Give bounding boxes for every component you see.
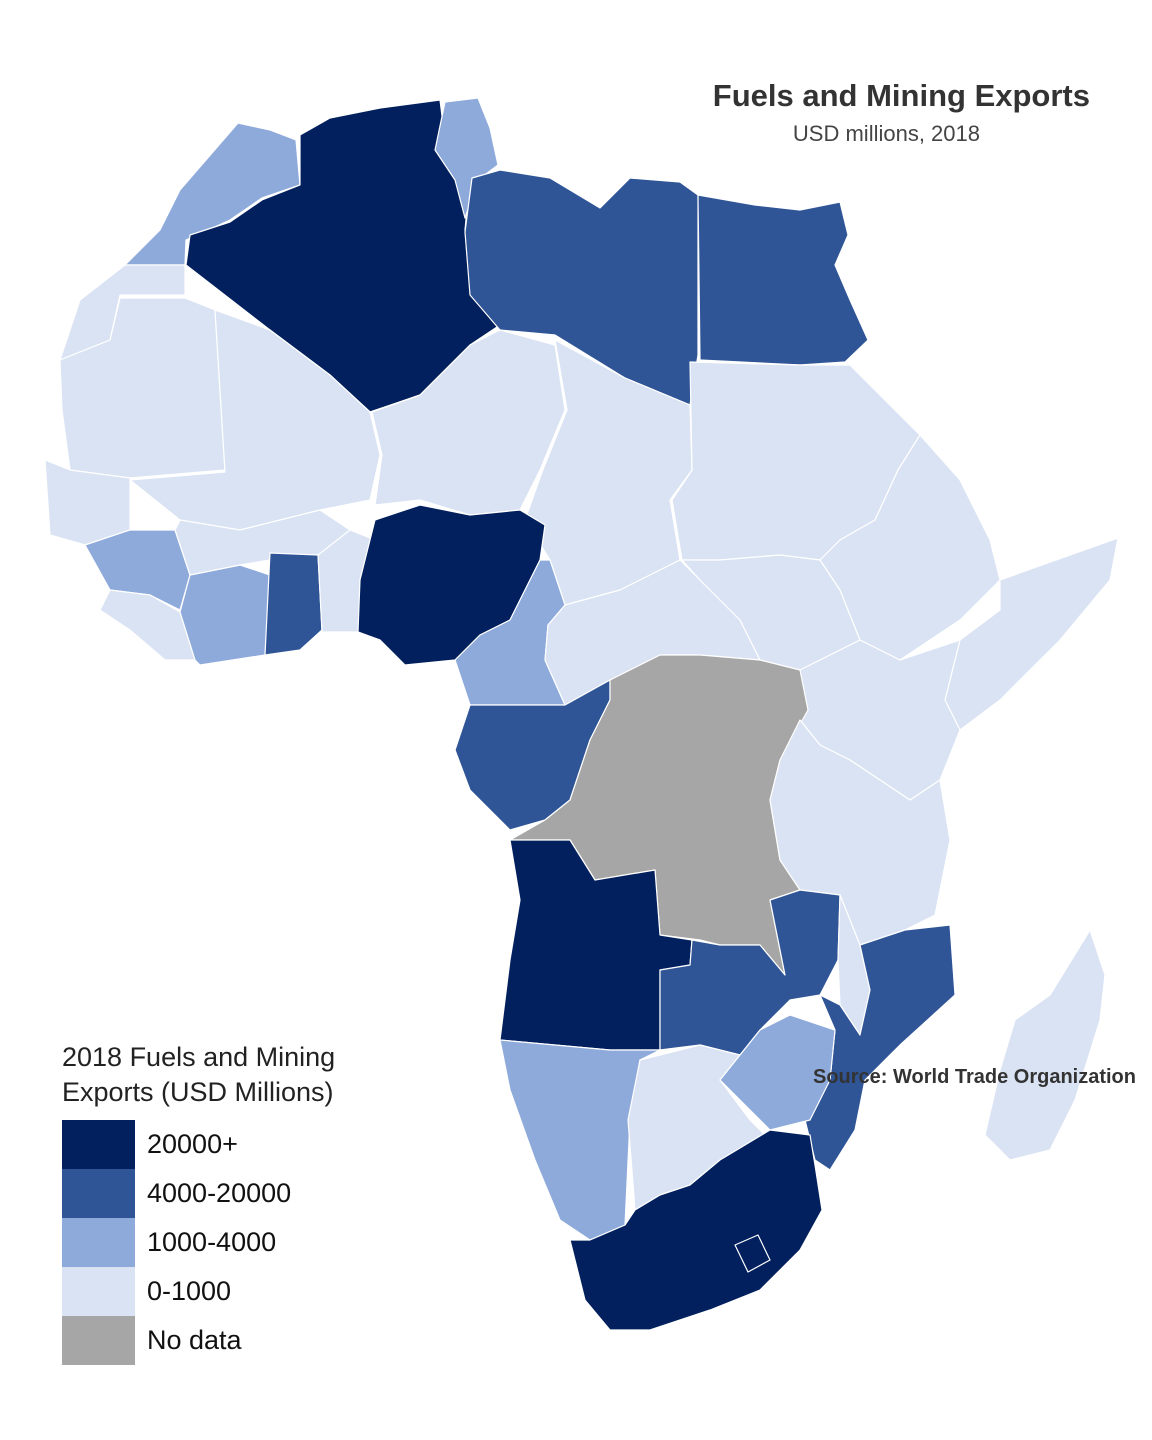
legend: 2018 Fuels and Mining Exports (USD Milli…: [62, 1040, 422, 1366]
region-south-africa: [569, 1129, 823, 1331]
region-somalia-djibouti: [944, 537, 1119, 731]
region-sierra-leone-liberia: [99, 589, 196, 661]
legend-swatch: [62, 1267, 135, 1317]
map-title: Fuels and Mining Exports: [712, 78, 1090, 113]
map-subtitle: USD millions, 2018: [792, 121, 980, 146]
legend-swatch: [62, 1169, 135, 1219]
region-mozambique: [804, 924, 956, 1171]
legend-item: 0-1000: [62, 1267, 422, 1317]
legend-swatch: [62, 1120, 135, 1170]
source-note: Source: World Trade Organization: [812, 1066, 1136, 1088]
legend-item: 20000+: [62, 1120, 422, 1170]
legend-label: 0-1000: [147, 1276, 232, 1307]
region-mali: [129, 309, 381, 531]
region-egypt: [697, 194, 869, 366]
legend-swatch: [62, 1218, 135, 1268]
region-zimbabwe: [719, 1014, 836, 1131]
legend-item: No data: [62, 1316, 422, 1366]
legend-title: 2018 Fuels and Mining Exports (USD Milli…: [62, 1042, 336, 1108]
legend-label: 1000-4000: [147, 1227, 277, 1258]
legend-label: 20000+: [147, 1129, 238, 1160]
legend-item: 4000-20000: [62, 1169, 422, 1219]
region-madagascar: [984, 929, 1106, 1161]
legend-label: 4000-20000: [147, 1178, 292, 1209]
region-libya: [464, 169, 699, 406]
region-cote-d-ivoire: [179, 564, 271, 666]
region-ghana: [264, 552, 323, 656]
legend-item: 1000-4000: [62, 1218, 422, 1268]
legend-label: No data: [147, 1325, 242, 1356]
legend-swatch: [62, 1316, 135, 1366]
